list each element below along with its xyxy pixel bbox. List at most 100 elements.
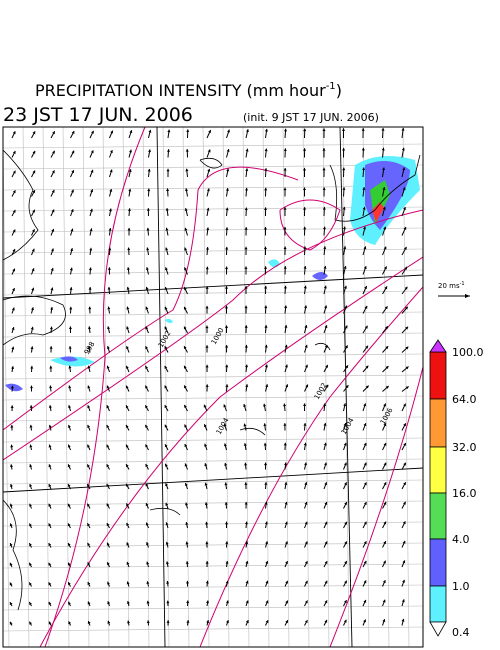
wind-arrow-head [224, 325, 229, 328]
wind-arrow-head [263, 423, 267, 427]
wind-arrow-head [363, 599, 367, 603]
wind-arrow-head [343, 423, 347, 426]
wind-arrow-head [70, 209, 74, 213]
wind-arrow-head [283, 167, 287, 171]
wind-arrow-head [87, 385, 91, 389]
title: PRECIPITATION INTENSITY (mm hour-1) [35, 81, 342, 100]
scale-label: 20 ms-1 [438, 281, 465, 290]
wind-arrow-head [284, 344, 288, 348]
grid-line [82, 127, 90, 647]
wind-arrow-head [323, 285, 327, 289]
wind-arrow-head [384, 266, 387, 270]
wind-arrow-head [343, 403, 347, 407]
wind-arrow-head [52, 131, 55, 135]
colorbar-segment [429, 446, 447, 494]
wind-arrow-head [243, 404, 247, 407]
wind-arrow-head [145, 444, 149, 448]
isobar [279, 199, 341, 251]
wind-arrow-head [244, 501, 248, 505]
wind-arrow-head [67, 503, 71, 507]
coastline [199, 157, 223, 169]
wind-arrow-head [125, 365, 129, 369]
wind-arrow-head [106, 523, 110, 527]
isobar [329, 366, 423, 647]
wind-arrow-head [224, 305, 229, 309]
wind-arrow-head [383, 501, 387, 505]
wind-arrow-head [71, 131, 75, 135]
wind-arrow-head [67, 444, 71, 448]
wind-arrow-head [145, 267, 149, 271]
wind-arrow-head [265, 600, 269, 604]
longitude-line [339, 127, 353, 647]
wind-arrow-head [343, 442, 347, 446]
wind-arrow-head [205, 561, 209, 564]
wind-arrow-head [344, 541, 347, 545]
wind-arrow-head [363, 482, 367, 486]
wind-arrow-head [30, 326, 34, 330]
wind-arrow-head [88, 287, 92, 290]
wind-arrow-head [164, 385, 168, 389]
wind-arrow-head [89, 247, 93, 251]
precip-area [50, 356, 95, 367]
wind-arrow-head [243, 423, 247, 427]
wind-arrow-head [363, 442, 367, 446]
wind-arrow-head [186, 129, 190, 132]
wind-arrow-head [304, 325, 308, 328]
wind-arrow-head [165, 502, 169, 506]
wind-arrow-head [225, 580, 229, 584]
wind-arrow-head [284, 364, 288, 368]
wind-arrow-head [126, 346, 129, 350]
wind-arrow-head [264, 344, 268, 348]
wind-arrow-head [204, 463, 208, 467]
longitude-line [156, 127, 166, 647]
wind-arrow-head [146, 620, 150, 624]
wind-arrow-head [147, 149, 152, 153]
wind-arrow-head [225, 384, 229, 387]
wind-arrow-head [31, 268, 35, 272]
wind-arrow-head [68, 385, 72, 389]
wind-arrow-head [304, 501, 308, 505]
wind-arrow-head [324, 600, 328, 604]
wind-arrow-head [146, 247, 150, 251]
wind-arrow-head [383, 521, 387, 525]
isobar-label: 1006 [379, 406, 395, 426]
wind-arrow-head [31, 307, 35, 311]
wind-arrow-head [285, 600, 289, 604]
wind-arrow-head [382, 619, 386, 623]
wind-arrow-head [363, 246, 367, 250]
wind-arrow-head [343, 600, 347, 604]
wind-arrow-head [284, 325, 288, 328]
grid-line [3, 332, 423, 338]
wind-arrow-head [264, 364, 268, 368]
wind-arrow-head [129, 130, 133, 134]
wind-arrow-head [325, 384, 329, 388]
wind-arrow-head [183, 365, 187, 369]
wind-arrow-head [69, 306, 73, 310]
wind-arrow-head [52, 150, 55, 154]
wind-arrow-head [51, 228, 55, 232]
wind-arrow-head [186, 620, 190, 623]
wind-arrow-head [382, 167, 386, 171]
grid-line [3, 143, 423, 149]
wind-arrow-head [106, 483, 110, 487]
wind-arrow-head [206, 207, 210, 211]
wind-arrow-head [184, 443, 188, 447]
wind-arrow-head [225, 227, 229, 230]
wind-arrow-head [225, 188, 229, 191]
wind-arrow-head [107, 286, 111, 290]
wind-arrow-head [226, 620, 229, 624]
wind-arrow-head [51, 189, 55, 193]
wind-arrow-head [343, 285, 347, 289]
precip-area [312, 272, 328, 280]
wind-arrow-head [32, 150, 36, 154]
wind-arrow-head [324, 619, 328, 623]
wind-arrow-head [344, 482, 347, 486]
wind-arrow-head [284, 521, 288, 525]
wind-arrow-head [127, 620, 131, 624]
wind-arrow-head [362, 167, 366, 171]
isobar [44, 127, 146, 647]
grid-line [3, 395, 423, 401]
wind-arrow-head [164, 424, 168, 428]
wind-arrow-head [225, 560, 229, 564]
wind-arrow-head [225, 207, 229, 211]
